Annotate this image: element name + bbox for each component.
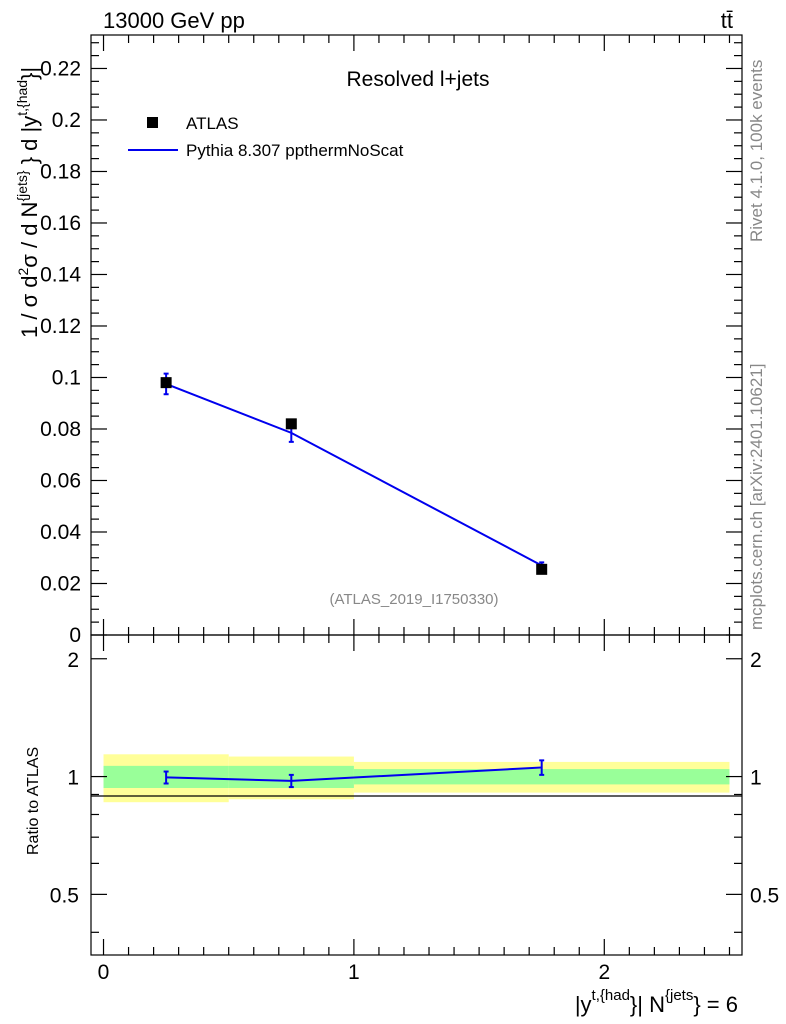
rivet-label: Rivet 4.1.0, 100k events bbox=[747, 60, 766, 242]
main-ytick-label: 0.2 bbox=[52, 109, 81, 132]
atlas-data-point bbox=[285, 418, 297, 430]
main-panel: 0 0.02 0.04 0.06 0.08 0.1 0.12 0.14 0.16 0.18 0.2 0… bbox=[14, 34, 743, 647]
main-data bbox=[160, 372, 548, 575]
ratio-ytick-label-left: 1 bbox=[67, 767, 79, 790]
ratio-xtick-label: 2 bbox=[598, 961, 610, 984]
main-ytick-label: 0.06 bbox=[40, 469, 81, 492]
ratio-tick-labels: 0.5 0.5 1 1 2 2 0 1 2 bbox=[50, 649, 779, 984]
main-ytick-label: 0.16 bbox=[40, 212, 81, 235]
main-ytick-label: 0.1 bbox=[52, 366, 81, 389]
mc-series-line bbox=[165, 382, 543, 567]
plot-title: Resolved l+jets bbox=[347, 68, 490, 91]
process-label: tt̄ bbox=[721, 8, 733, 33]
main-y-axis-label: 1 / σ d2σ / d N{jets} } d |yt,{had}| bbox=[14, 67, 42, 338]
main-ytick-label: 0.14 bbox=[40, 263, 81, 286]
atlas-data-point bbox=[160, 377, 172, 389]
legend-atlas-label: ATLAS bbox=[186, 114, 239, 133]
ratio-xtick-label: 1 bbox=[348, 961, 360, 984]
ratio-panel: 0.5 0.5 1 1 2 2 0 1 2 Ratio to ATLAS |yt,{had}| … bbox=[25, 634, 779, 1017]
ratio-frame bbox=[90, 634, 743, 956]
mcplots-label: mcplots.cern.ch [arXiv:2401.10621] bbox=[747, 364, 766, 630]
atlas-data-point bbox=[536, 563, 548, 575]
main-ytick-label: 0.04 bbox=[40, 521, 81, 544]
ratio-y-axis-label: Ratio to ATLAS bbox=[25, 747, 42, 855]
main-ytick-label: 0.08 bbox=[40, 418, 81, 441]
main-ytick-label: 0 bbox=[69, 624, 81, 647]
ratio-ytick-label-right: 2 bbox=[750, 649, 762, 672]
legend-atlas-marker bbox=[147, 117, 158, 128]
ratio-ticks bbox=[91, 635, 742, 955]
main-ytick-label: 0.18 bbox=[40, 160, 81, 183]
main-ytick-label: 0.22 bbox=[40, 57, 81, 80]
ratio-xtick-label: 0 bbox=[98, 961, 110, 984]
main-ytick-label: 0.12 bbox=[40, 315, 81, 338]
main-ytick-labels: 0 0.02 0.04 0.06 0.08 0.1 0.12 0.14 0.16 0.18 0.2 0… bbox=[40, 57, 81, 647]
main-ticks bbox=[91, 35, 742, 636]
ratio-ytick-label-left: 2 bbox=[67, 649, 79, 672]
ratio-ytick-label-left: 0.5 bbox=[50, 884, 79, 907]
ratio-ytick-label-right: 0.5 bbox=[750, 884, 779, 907]
legend: ATLAS Pythia 8.307 ppthermNoScat bbox=[128, 114, 404, 160]
main-ytick-label: 0.02 bbox=[40, 572, 81, 595]
analysis-watermark: (ATLAS_2019_I1750330) bbox=[329, 591, 498, 608]
legend-mc-label: Pythia 8.307 ppthermNoScat bbox=[186, 141, 404, 160]
x-axis-label: |yt,{had}| N{jets} = 6 bbox=[575, 987, 738, 1017]
ratio-ytick-label-right: 1 bbox=[750, 767, 762, 790]
energy-label: 13000 GeV pp bbox=[103, 8, 245, 33]
ratio-data bbox=[163, 759, 545, 789]
